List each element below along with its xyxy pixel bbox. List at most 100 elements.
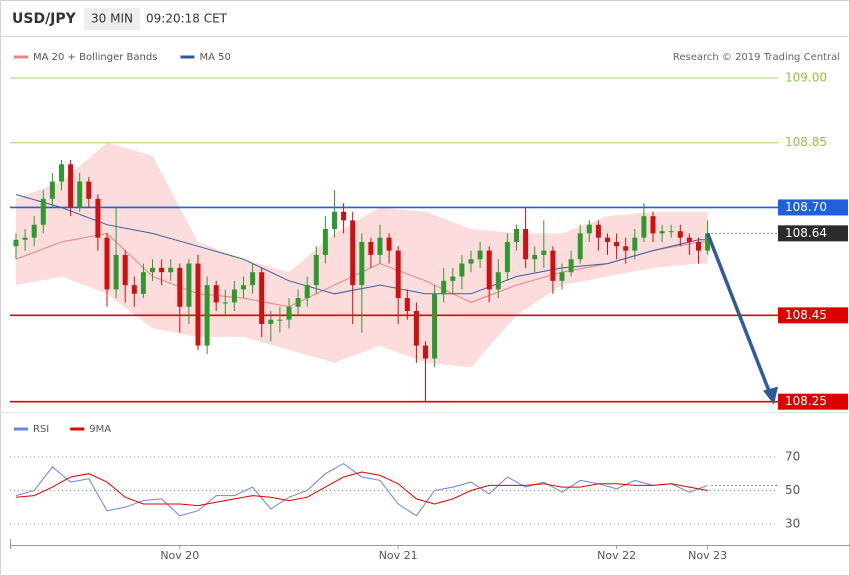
candle-body [650,216,656,234]
candle-body [186,263,192,307]
candle-body [59,164,64,182]
candle-body [514,229,519,242]
candle-body [77,181,83,208]
x-tick-label: Nov 22 [597,549,636,562]
candle-body [31,224,37,238]
level-tag [778,199,848,216]
candle-body [177,267,183,307]
candle-body [168,267,174,273]
candle-body [122,254,128,286]
candle-body [441,280,447,294]
candle-body [231,289,237,303]
candle-body [195,263,201,346]
candle-body [259,272,265,324]
candle-body [677,231,683,238]
candle-body [268,319,274,324]
candle-body [550,250,556,281]
candle-body [332,211,337,230]
candle-body [150,267,155,273]
time: 09:20:18 CET [146,12,228,26]
candle-body [413,311,419,346]
level-label: 109.00 [785,70,827,84]
candle-body [49,181,55,199]
candle-body [477,250,483,260]
candle-body [95,198,101,238]
legend-label: MA 50 [199,52,230,63]
candle-body [395,250,401,299]
candle-body [641,216,647,238]
level-tag [778,393,848,410]
y-tick-label: 70 [785,449,800,463]
candle-body [468,259,474,264]
rsi-line [15,471,708,507]
forecast-arrowhead [763,386,778,405]
level-tag [778,225,848,242]
forecast-arrow [705,232,774,400]
candle-body [113,254,119,290]
candle-body [13,239,19,247]
candle-body [131,285,137,294]
candle-body [241,285,246,290]
candle-body [277,319,283,321]
candle-body [532,254,538,260]
level-label: 108.70 [785,200,827,214]
candle-body [404,298,410,312]
level-label: 108.64 [785,226,827,240]
candle-body [559,272,565,281]
candle-body [696,241,701,251]
candle-body [423,345,428,359]
candle-body [432,293,438,359]
level-label: 108.45 [785,308,827,322]
candle-body [450,276,456,281]
candle-body [705,233,711,251]
level-label: 108.85 [785,135,827,149]
candle-body [213,285,219,303]
candle-body [668,231,674,233]
candle-body [495,272,501,290]
candle-body [523,229,529,260]
candle-body [68,164,74,208]
moving-average [15,194,708,295]
legend-label: 9MA [89,424,111,435]
candle-body [632,237,638,251]
x-tick-label: Nov 20 [160,549,199,562]
candle-body [322,229,328,255]
candle-body [250,272,256,286]
legend-label: RSI [33,424,49,435]
candle-body [486,250,492,290]
candle-body [568,259,574,273]
candle-body [623,246,629,251]
credit: Research © 2019 Trading Central [673,52,840,63]
candle-body [459,263,465,277]
candle-body [686,237,692,242]
candle-body [304,285,310,299]
candle-body [22,237,28,240]
candle-body [577,233,583,260]
level-tag [778,307,848,324]
level-label: 108.25 [785,394,827,408]
interval: 30 MIN [91,12,133,26]
candle-body [368,241,374,255]
x-tick-label: Nov 21 [379,549,418,562]
interval-box [84,8,140,30]
candle-body [204,285,210,346]
candle-body [286,306,292,320]
candle-body [40,198,46,225]
candle-body [86,181,92,199]
candle-body [386,237,392,251]
candle-body [140,272,146,294]
candle-body [341,211,347,221]
y-tick-label: 50 [785,483,800,497]
candle-body [313,254,319,286]
candle-body [159,267,165,273]
candle-body [541,250,547,255]
symbol: USD/JPY [12,11,77,27]
candle-body [605,237,610,242]
candle-body [222,302,228,304]
legend-label: MA 20 + Bollinger Bands [33,52,157,63]
candle-body [595,224,601,238]
x-tick-label: Nov 23 [688,549,727,562]
candle-body [104,237,110,290]
candle-body [377,237,383,255]
